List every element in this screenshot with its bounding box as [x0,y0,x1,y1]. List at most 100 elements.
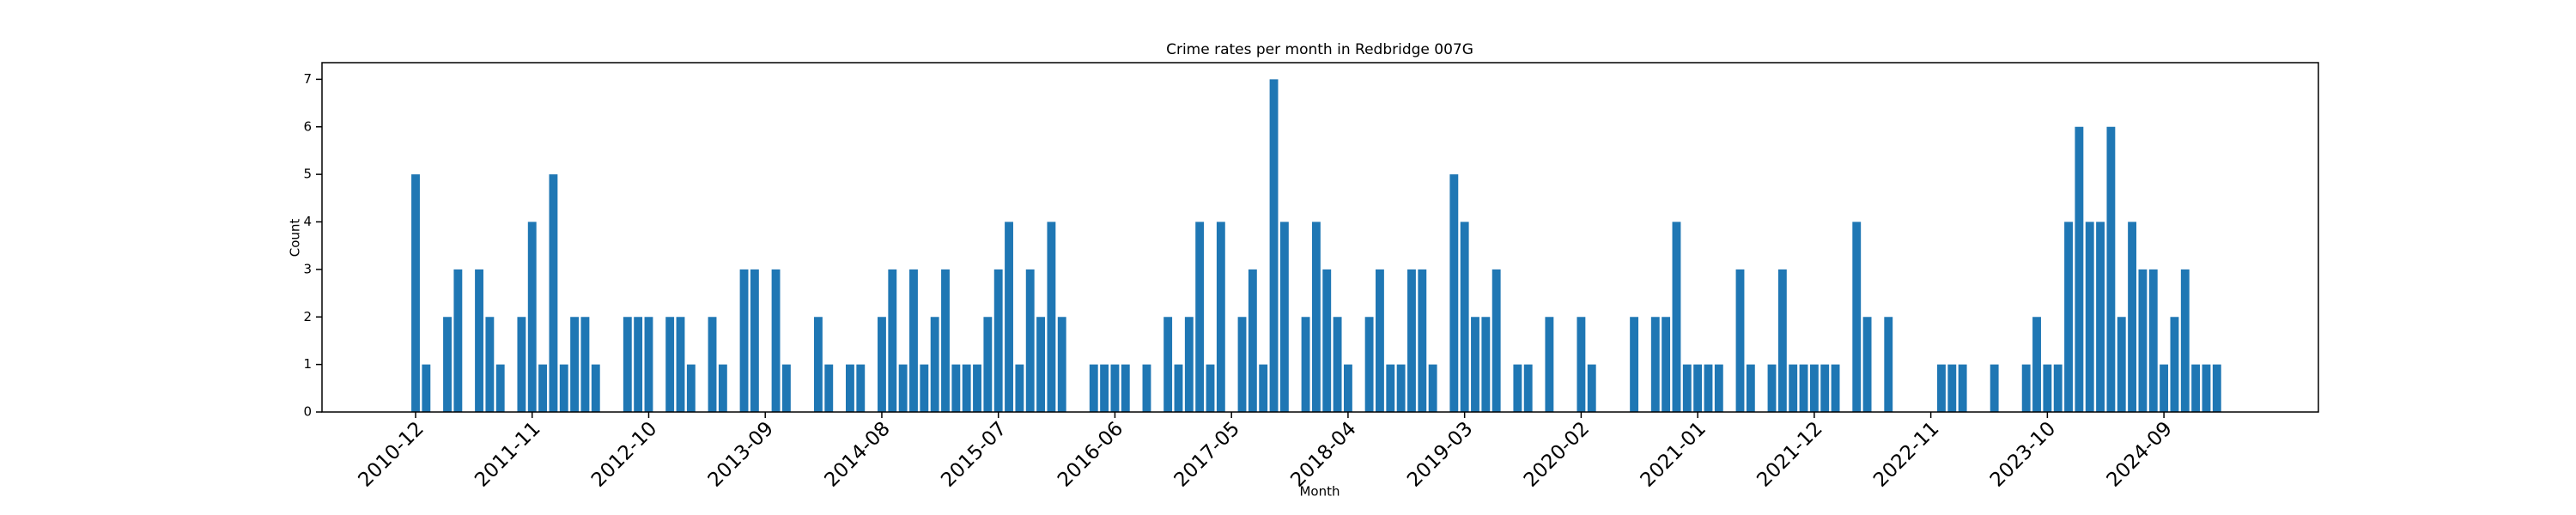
bar [1714,364,1723,412]
bar [898,364,908,412]
bar [411,174,420,412]
bar [813,317,823,412]
bar [1662,317,1671,412]
y-tick-label: 4 [303,214,312,229]
bar [2117,317,2126,412]
bar [824,364,834,412]
bar [1777,269,1787,412]
bar [750,269,759,412]
bar [1025,269,1035,412]
y-tick-label: 2 [303,309,312,324]
bar [2085,221,2094,412]
bar [475,269,483,412]
y-tick-label: 7 [303,71,312,87]
bar [1460,221,1469,412]
bar [623,317,632,412]
bar [1513,364,1522,412]
bar [1492,269,1501,412]
x-tick-label: 2022-11 [1869,417,1943,491]
x-tick-label: 2011-11 [471,417,544,491]
bar [1163,317,1173,412]
x-axis-label: Month [1299,484,1340,500]
bar [962,364,971,412]
bar [993,269,1003,412]
bar [1184,317,1194,412]
bar [1577,317,1586,412]
bar [1682,364,1692,412]
bar [443,317,452,412]
bar [527,221,537,412]
bar [2064,221,2073,412]
bar [2096,221,2105,412]
bar [1471,317,1479,412]
bar [1259,364,1268,412]
bar [1036,317,1045,412]
bar [2170,317,2179,412]
bar [580,317,590,412]
bar [1376,269,1384,412]
bar [718,364,727,412]
bar [1396,364,1406,412]
bar [644,317,653,412]
x-tick-label: 2024-09 [2103,417,2177,491]
bar [983,317,993,412]
bar [517,317,526,412]
bar [708,317,717,412]
bar [1089,364,1098,412]
bar [1100,364,1109,412]
bar [920,364,929,412]
bar [1269,79,1279,412]
bar [878,317,886,412]
bar [1937,364,1946,412]
bar [1735,269,1745,412]
x-tick-label: 2014-08 [820,417,894,491]
bar [1820,364,1830,412]
bar [1831,364,1840,412]
bar [676,317,685,412]
bar [1852,221,1862,412]
bar [570,317,580,412]
bar [686,364,696,412]
bar [1862,317,1872,412]
bar [2202,364,2211,412]
bar [1693,364,1703,412]
bar [856,364,866,412]
bar [2106,126,2116,412]
bar [1545,317,1554,412]
bar [1958,364,1967,412]
bar [2160,364,2169,412]
x-tick-label: 2018-04 [1286,417,1360,491]
bar [1418,269,1427,412]
bar [930,317,939,412]
bar [1047,221,1056,412]
bar [1237,317,1247,412]
bar [1333,317,1342,412]
bar [771,269,781,412]
bar [739,269,749,412]
bar [1799,364,1808,412]
plot-frame [321,62,2319,413]
bar [549,174,558,412]
bar [1947,364,1957,412]
bar [2212,364,2221,412]
bar [1057,317,1066,412]
bar [1789,364,1798,412]
x-tick-label: 2023-10 [1986,417,2060,491]
bar [1005,221,1013,412]
bar [1216,221,1225,412]
bar [1386,364,1395,412]
bar [2148,269,2158,412]
bar [665,317,675,412]
bar [1322,269,1332,412]
x-tick-label: 2015-07 [937,417,1011,491]
x-tick-label: 2012-10 [587,417,661,491]
bar [1630,317,1639,412]
bar [634,317,643,412]
bar [1121,364,1130,412]
bar [1279,221,1289,412]
bar [1248,269,1257,412]
bar [2043,364,2052,412]
bar [1206,364,1215,412]
y-tick-label: 6 [303,118,312,134]
bar [2138,269,2148,412]
